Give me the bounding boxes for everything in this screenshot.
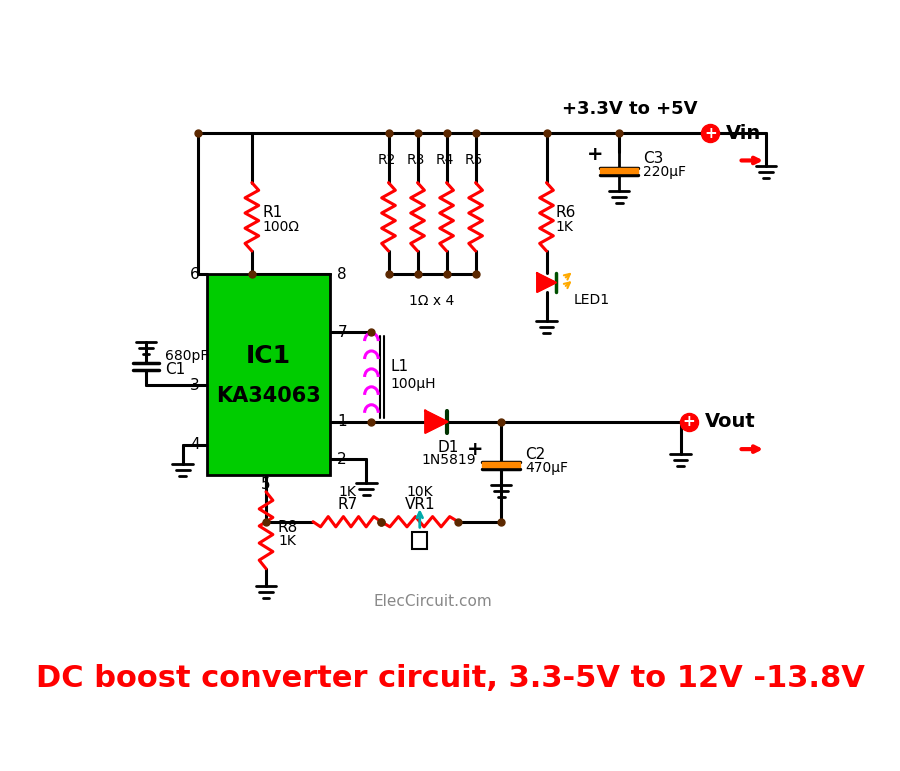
- Text: 7: 7: [338, 325, 346, 339]
- Text: R7: R7: [338, 497, 357, 512]
- Text: DC boost converter circuit, 3.3-5V to 12V -13.8V: DC boost converter circuit, 3.3-5V to 12…: [36, 664, 864, 692]
- Text: 1N5819: 1N5819: [421, 453, 475, 467]
- Text: 4: 4: [190, 437, 200, 453]
- Text: R3: R3: [407, 153, 425, 167]
- Text: R8: R8: [278, 520, 298, 535]
- Text: 220μF: 220μF: [643, 166, 686, 180]
- Text: 470μF: 470μF: [526, 461, 568, 475]
- Text: +: +: [587, 145, 603, 164]
- Text: 8: 8: [338, 267, 346, 281]
- Bar: [207, 274, 330, 475]
- Text: 2: 2: [338, 452, 346, 467]
- Text: R2: R2: [378, 153, 396, 167]
- Polygon shape: [537, 273, 556, 292]
- Text: R6: R6: [555, 205, 575, 220]
- Text: L1: L1: [391, 359, 409, 374]
- Text: D1: D1: [437, 440, 459, 455]
- Text: KA34063: KA34063: [216, 386, 321, 406]
- Bar: [482, 462, 520, 467]
- Text: 1K: 1K: [278, 534, 296, 548]
- Text: 100Ω: 100Ω: [262, 220, 299, 234]
- Bar: [412, 532, 427, 549]
- Text: 1K: 1K: [338, 485, 356, 499]
- Text: Vout: Vout: [705, 412, 755, 431]
- Text: 1K: 1K: [555, 220, 573, 234]
- Text: 100μH: 100μH: [391, 377, 436, 391]
- Text: R1: R1: [262, 205, 283, 220]
- Text: VR1: VR1: [404, 497, 435, 512]
- Text: IC1: IC1: [246, 344, 291, 368]
- Text: C1: C1: [165, 362, 185, 377]
- Text: +: +: [683, 414, 696, 429]
- Text: +3.3V to +5V: +3.3V to +5V: [562, 100, 698, 118]
- Bar: [600, 168, 638, 173]
- Text: ElecCircuit.com: ElecCircuit.com: [374, 594, 492, 608]
- Text: 5: 5: [261, 477, 271, 493]
- Text: R4: R4: [436, 153, 454, 167]
- Text: R5: R5: [464, 153, 483, 167]
- Text: LED1: LED1: [574, 293, 610, 307]
- Text: 3: 3: [190, 378, 200, 392]
- Text: 6: 6: [190, 267, 200, 281]
- Text: +: +: [704, 126, 717, 140]
- Text: C2: C2: [526, 446, 545, 462]
- Text: Vin: Vin: [726, 123, 761, 143]
- Text: +: +: [467, 440, 484, 460]
- Text: C3: C3: [643, 151, 663, 167]
- Text: 1Ω x 4: 1Ω x 4: [410, 295, 454, 308]
- Text: 1: 1: [338, 414, 346, 429]
- Text: 10K: 10K: [407, 485, 433, 499]
- Text: 680pF: 680pF: [165, 349, 208, 363]
- Polygon shape: [425, 411, 447, 433]
